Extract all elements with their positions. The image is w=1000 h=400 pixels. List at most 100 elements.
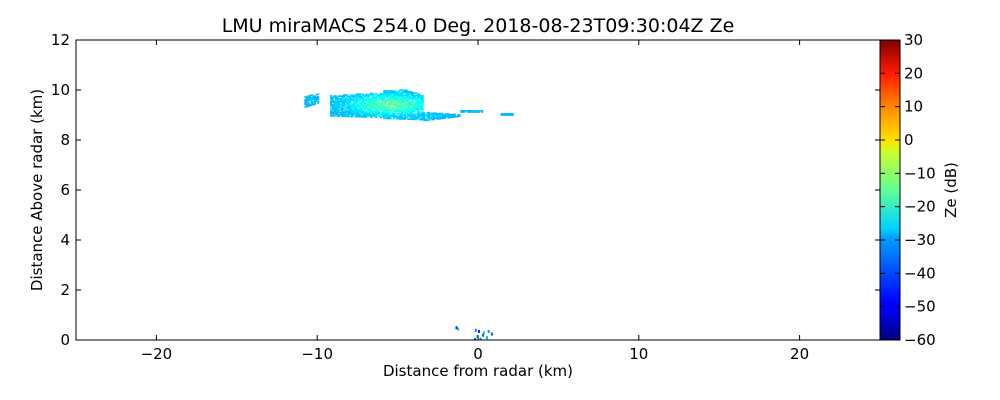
- echo-pixel: [370, 116, 373, 118]
- echo-pixel: [367, 104, 370, 107]
- echo-pixel: [315, 96, 318, 99]
- echo-pixel: [449, 116, 452, 119]
- echo-pixel: [465, 110, 468, 112]
- echo-pixel: [418, 118, 421, 121]
- echo-pixel: [416, 94, 419, 97]
- echo-pixel: [342, 94, 345, 96]
- colorbar: [879, 39, 901, 341]
- echo-pixel: [408, 93, 411, 95]
- echo-pixel: [437, 114, 440, 116]
- echo-pixel: [408, 103, 411, 105]
- echo-pixel: [450, 115, 453, 117]
- echo-pixel: [399, 106, 402, 109]
- echo-pixel: [344, 109, 347, 111]
- echo-pixel: [376, 104, 379, 106]
- echo-pixel: [402, 108, 405, 110]
- echo-pixel: [381, 99, 384, 101]
- echo-pixel: [373, 105, 376, 107]
- echo-pixel: [312, 95, 315, 97]
- echo-pixel: [376, 97, 379, 100]
- echo-pixel: [334, 102, 337, 105]
- echo-pixel: [412, 97, 415, 99]
- echo-pixel: [421, 100, 424, 102]
- echo-pixel: [342, 95, 345, 98]
- echo-pixel: [407, 104, 410, 107]
- echo-pixel: [415, 117, 418, 119]
- echo-pixel: [416, 98, 419, 101]
- echo-pixel: [333, 101, 336, 104]
- echo-pixel: [500, 114, 503, 116]
- echo-pixel: [342, 96, 345, 99]
- echo-pixel: [375, 103, 378, 106]
- echo-pixel: [404, 106, 407, 109]
- echo-pixel: [457, 327, 460, 331]
- echo-pixel: [378, 109, 381, 111]
- echo-pixel: [304, 102, 307, 105]
- echo-pixel: [416, 111, 419, 113]
- echo-pixel: [371, 106, 374, 108]
- echo-pixel: [363, 94, 366, 97]
- echo-pixel: [359, 109, 362, 112]
- echo-pixel: [389, 111, 392, 114]
- echo-pixel: [315, 100, 318, 102]
- echo-pixel: [350, 104, 353, 107]
- echo-pixel: [368, 113, 371, 116]
- echo-pixel: [331, 106, 334, 108]
- echo-pixel: [304, 101, 307, 103]
- echo-pixel: [349, 100, 352, 103]
- echo-pixel: [338, 102, 341, 105]
- echo-pixel: [365, 103, 368, 106]
- echo-pixel: [375, 106, 378, 109]
- echo-pixel: [399, 115, 402, 118]
- echo-pixel: [381, 92, 384, 95]
- echo-pixel: [458, 114, 461, 116]
- echo-pixel: [384, 96, 387, 98]
- echo-pixel: [352, 109, 355, 112]
- echo-pixel: [400, 95, 403, 98]
- echo-pixel: [389, 104, 392, 106]
- echo-pixel: [392, 106, 395, 109]
- echo-pixel: [360, 101, 363, 103]
- echo-pixel: [354, 115, 357, 118]
- echo-pixel: [330, 101, 333, 103]
- echo-pixel: [349, 105, 352, 108]
- echo-pixel: [431, 115, 434, 117]
- echo-pixel: [344, 113, 347, 115]
- echo-pixel: [408, 114, 411, 117]
- echo-pixel: [354, 109, 357, 112]
- echo-pixel: [359, 93, 362, 96]
- echo-pixel: [355, 93, 358, 95]
- echo-pixel: [416, 108, 419, 111]
- echo-pixel: [397, 111, 400, 114]
- echo-pixel: [381, 112, 384, 115]
- echo-pixel: [307, 97, 310, 100]
- echo-pixel: [391, 99, 394, 101]
- echo-pixel: [371, 100, 374, 102]
- echo-pixel: [410, 115, 413, 118]
- echo-pixel: [404, 101, 407, 104]
- echo-pixel: [421, 112, 424, 115]
- echo-pixel: [378, 99, 381, 101]
- echo-pixel: [428, 117, 431, 120]
- echo-pixel: [432, 112, 435, 114]
- echo-pixel: [349, 96, 352, 99]
- echo-pixel: [359, 110, 362, 113]
- echo-pixel: [336, 109, 339, 111]
- echo-pixel: [355, 110, 358, 113]
- echo-pixel: [373, 102, 376, 105]
- echo-pixel: [362, 102, 365, 104]
- echo-pixel: [367, 98, 370, 101]
- echo-pixel: [342, 100, 345, 103]
- echo-pixel: [391, 112, 394, 115]
- echo-pixel: [412, 107, 415, 109]
- echo-pixel: [333, 110, 336, 112]
- echo-pixel: [383, 108, 386, 111]
- echo-pixel: [395, 105, 398, 108]
- echo-pixel: [310, 99, 313, 101]
- echo-pixel: [420, 114, 423, 117]
- echo-pixel: [309, 104, 312, 107]
- echo-pixel: [349, 101, 352, 104]
- echo-pixel: [330, 95, 333, 97]
- echo-pixel: [338, 104, 341, 106]
- echo-pixel: [420, 97, 423, 100]
